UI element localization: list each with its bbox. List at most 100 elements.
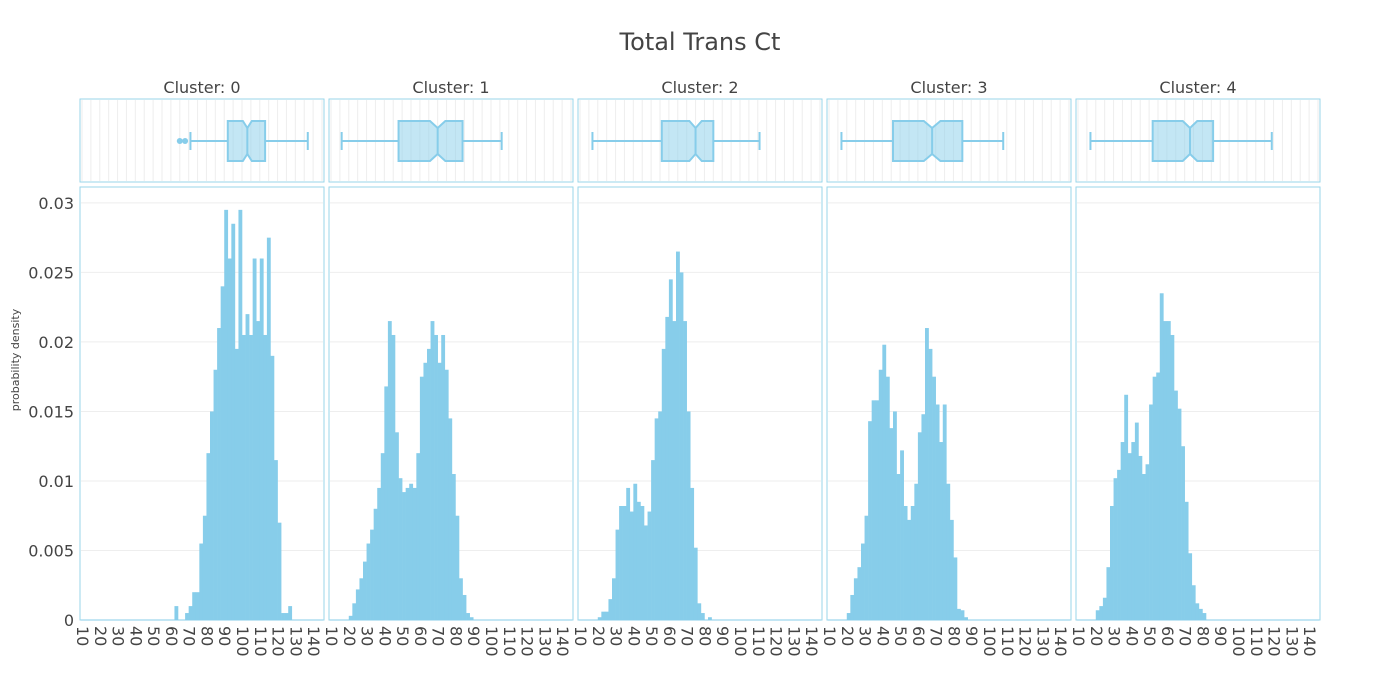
histogram-bar <box>412 487 417 620</box>
box-body <box>660 120 715 162</box>
histogram-bar <box>942 404 947 620</box>
histogram-bar <box>925 328 929 620</box>
histogram-bar <box>380 453 385 620</box>
histogram-bar <box>1191 585 1196 620</box>
box-body <box>397 120 464 162</box>
histogram-bar <box>850 594 855 620</box>
histogram-bar <box>1106 567 1111 620</box>
histogram-bar <box>263 334 268 620</box>
histogram-bar <box>441 334 446 620</box>
x-tick-label: 60 <box>660 626 679 646</box>
x-tick-label: 140 <box>1300 626 1319 657</box>
histogram-bar <box>885 376 890 620</box>
histogram-bar <box>875 400 880 620</box>
histogram-bar <box>195 592 200 620</box>
histogram-bar <box>1181 446 1185 620</box>
x-tick-label: 50 <box>393 626 412 646</box>
histogram-bar <box>1188 553 1193 620</box>
x-tick-label: 70 <box>678 626 697 646</box>
histogram-bar <box>274 460 278 620</box>
histogram-bar <box>917 432 922 620</box>
x-tick-label: 140 <box>1051 626 1070 657</box>
histogram-bar <box>861 543 865 620</box>
x-tick-label: 80 <box>1193 626 1212 646</box>
histogram-bar <box>1163 321 1168 620</box>
y-axis: 0 0.005 0.01 0.015 0.02 0.025 0.03 <box>28 194 74 630</box>
histogram-bar <box>676 251 680 620</box>
histogram-bar <box>416 453 421 620</box>
histogram-bar <box>935 404 940 620</box>
histogram-bar <box>448 418 453 620</box>
x-tick-label: 140 <box>304 626 323 657</box>
histogram-bar <box>1127 453 1132 620</box>
histogram-bar <box>668 279 673 620</box>
histogram-bar <box>864 515 869 620</box>
x-tick-label: 10 <box>322 626 341 646</box>
histogram-bar <box>398 478 403 620</box>
histogram-bar <box>387 321 392 620</box>
histogram-bar <box>896 474 901 620</box>
histogram-bar <box>604 611 609 620</box>
x-tick-label: 100 <box>1229 626 1248 657</box>
histogram-bar <box>636 501 641 620</box>
histogram-bar <box>192 592 197 620</box>
histogram-bar <box>1142 474 1146 620</box>
histogram-bar <box>444 369 449 620</box>
histogram-bar <box>1120 442 1125 620</box>
histogram-bar <box>373 508 378 620</box>
histogram-bar <box>654 418 659 620</box>
histogram-bar <box>846 613 851 620</box>
histogram-bar <box>640 505 645 620</box>
histogram-bar <box>423 362 428 620</box>
histogram-bar <box>249 334 253 620</box>
histogram-bar <box>451 474 456 620</box>
panel-title: Cluster: 1 <box>412 78 489 97</box>
histogram-bar <box>1174 390 1178 620</box>
histogram-bar <box>210 411 214 620</box>
x-tick-label: 70 <box>1176 626 1195 646</box>
histogram-bar <box>914 483 919 620</box>
histogram-bar <box>946 483 951 620</box>
histogram-bar <box>1149 404 1153 620</box>
histogram-bar <box>907 519 912 620</box>
histogram-bar <box>455 515 460 620</box>
x-tick-label: 10 <box>571 626 590 646</box>
histogram-bar <box>288 606 293 620</box>
x-tick-label: 70 <box>927 626 946 646</box>
x-tick-label: 90 <box>464 626 483 646</box>
x-tick-label: 80 <box>197 626 216 646</box>
histogram-bar <box>708 617 712 620</box>
histogram-bar <box>878 369 883 620</box>
histogram-bar <box>601 611 606 620</box>
histogram-bar <box>234 348 239 620</box>
histogram-bar <box>1095 610 1100 620</box>
histogram-bar <box>700 613 705 620</box>
histogram-bar <box>690 487 695 620</box>
histogram-bar <box>910 505 915 620</box>
x-tick-label: 30 <box>856 626 875 646</box>
histogram-bar <box>227 258 232 620</box>
histogram-bar <box>1195 603 1200 620</box>
histogram-bar <box>1138 455 1143 620</box>
histogram-bar <box>188 606 193 620</box>
histogram-bar <box>206 453 211 620</box>
x-tick-label: 90 <box>215 626 234 646</box>
histogram-bar <box>1198 608 1203 620</box>
x-tick-label: 60 <box>1158 626 1177 646</box>
x-tick-label: 40 <box>873 626 892 646</box>
x-tick-label: 110 <box>1247 626 1266 657</box>
histogram-bar <box>1156 372 1161 620</box>
x-tick-label: 130 <box>1033 626 1052 657</box>
histogram-bar <box>889 428 894 620</box>
x-tick-label: 10 <box>820 626 839 646</box>
x-tick-label: 60 <box>411 626 430 646</box>
y-tick-label: 0.02 <box>38 333 74 352</box>
histogram-bar <box>270 355 275 620</box>
histogram-bar <box>409 483 414 620</box>
histogram-bar <box>612 578 616 620</box>
histogram-bar <box>185 613 189 620</box>
x-tick-label: 120 <box>518 626 537 657</box>
histogram-bar <box>405 487 410 620</box>
histogram-bar <box>679 272 684 620</box>
